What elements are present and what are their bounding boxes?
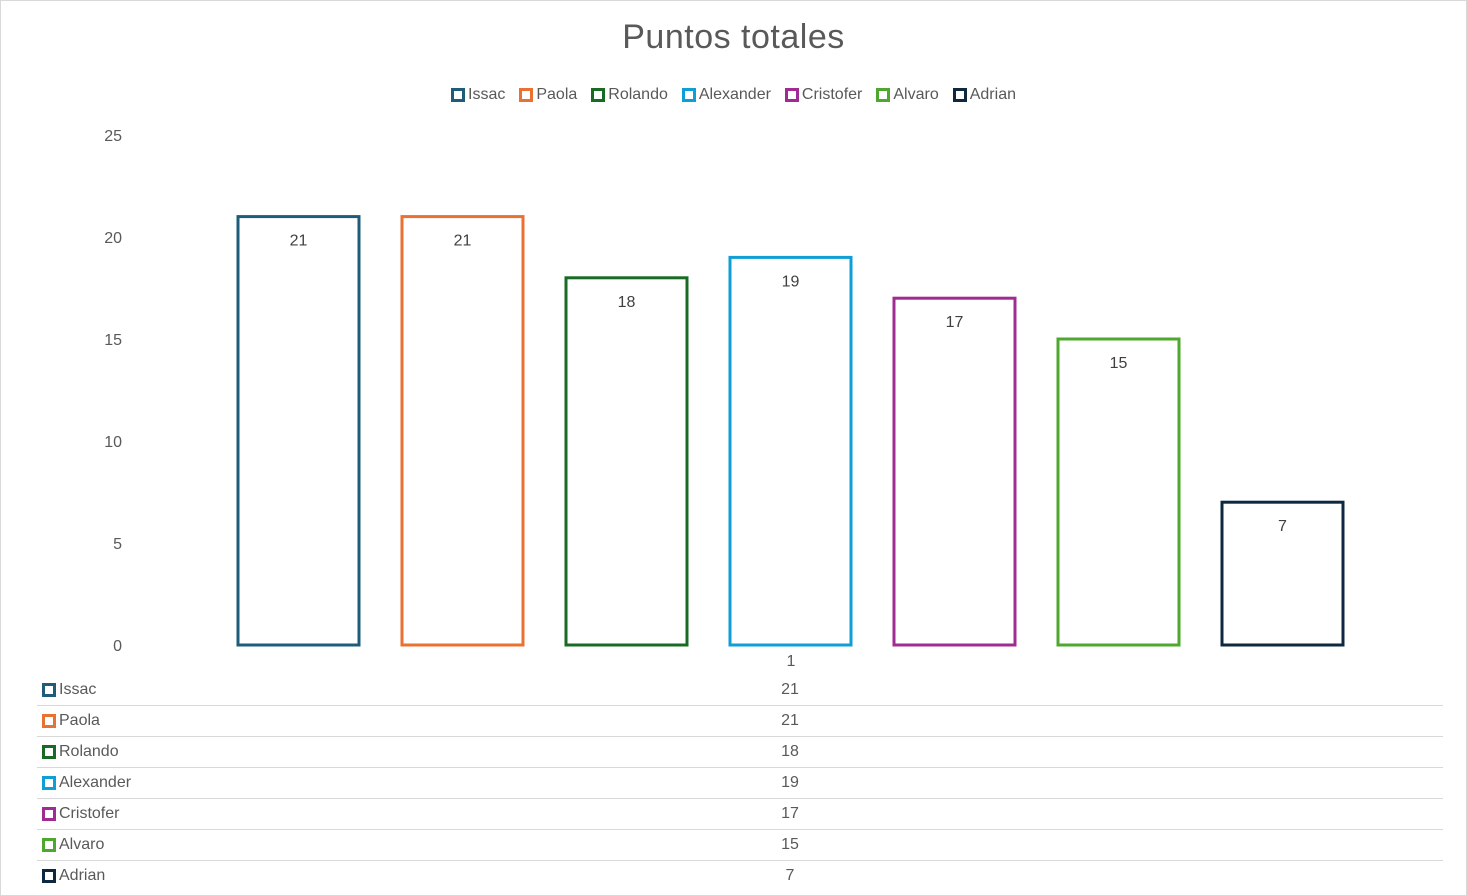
bar-cristofer: [892, 296, 1017, 647]
legend-item: Adrian: [952, 86, 1016, 104]
bar-alvaro: [1056, 337, 1181, 647]
table-legend-key: [42, 838, 56, 852]
legend-label: Rolando: [608, 86, 668, 103]
bar-issac: [236, 215, 361, 647]
table-legend-key: [42, 683, 56, 697]
table-series-name: Rolando: [42, 743, 119, 761]
bar-paola: [400, 215, 525, 647]
legend-label: Alvaro: [893, 86, 939, 103]
data-label: 7: [1278, 518, 1287, 535]
legend-item: Paola: [519, 86, 577, 104]
legend-swatch: [784, 88, 799, 102]
bar-adrian: [1220, 500, 1345, 647]
table-row: Issac 21: [37, 675, 1443, 706]
legend-label: Adrian: [969, 86, 1016, 103]
bar-rolando: [564, 276, 689, 647]
data-label: 21: [454, 233, 472, 250]
table-legend-key: [42, 807, 56, 821]
table-series-name: Cristofer: [42, 805, 119, 823]
table-legend-key: [42, 869, 56, 883]
data-label: 21: [290, 233, 308, 250]
table-series-name: Issac: [42, 681, 96, 699]
y-tick-label: 20: [104, 230, 122, 247]
plot-area: 0 5 10 15 20 25 21 21 18 19 17 15 7 1: [104, 128, 1345, 670]
y-tick-label: 15: [104, 332, 122, 349]
legend-label: Paola: [536, 86, 578, 103]
table-value: 18: [781, 743, 799, 760]
table-legend-key: [42, 776, 56, 790]
table-series-name: Paola: [42, 712, 100, 730]
y-tick-label: 25: [104, 128, 122, 145]
data-label: 18: [618, 294, 636, 311]
chart-legend: Issac Paola Rolando Alexander Cristofer Alvar…: [0, 86, 1467, 104]
legend-swatch: [451, 88, 465, 102]
legend-label: Issac: [468, 86, 506, 103]
table-legend-key: [42, 745, 56, 759]
legend-item: Cristofer: [784, 86, 863, 104]
legend-label: Cristofer: [801, 86, 863, 103]
table-series-label: Alexander: [59, 774, 132, 791]
table-row: Alexander 19: [37, 768, 1443, 799]
table-series-label: Adrian: [59, 867, 106, 884]
table-series-name: Adrian: [42, 867, 105, 885]
table-row: Rolando 18: [37, 737, 1443, 768]
table-series-label: Issac: [59, 681, 97, 698]
table-value: 19: [781, 774, 799, 791]
legend-swatch: [876, 88, 891, 102]
table-series-label: Cristofer: [59, 805, 120, 822]
bar-alexander: [728, 255, 853, 647]
legend-label: Alexander: [698, 86, 771, 103]
legend-item: Alvaro: [876, 86, 939, 104]
legend-swatch: [952, 88, 967, 102]
x-category-label: 1: [787, 653, 796, 670]
data-label: 19: [782, 273, 800, 290]
table-row: Adrian 7: [37, 861, 1443, 891]
table-series-name: Alvaro: [42, 836, 104, 854]
data-label: 15: [1110, 355, 1128, 372]
legend-item: Alexander: [681, 86, 771, 104]
table-value: 7: [785, 867, 795, 884]
table-legend-key: [42, 714, 56, 728]
table-series-name: Alexander: [42, 774, 131, 792]
table-value: 21: [781, 712, 799, 729]
y-tick-label: 0: [113, 638, 122, 655]
table-series-label: Paola: [59, 712, 100, 729]
data-label: 17: [946, 314, 964, 331]
table-series-label: Rolando: [59, 743, 119, 760]
y-tick-label: 10: [104, 434, 122, 451]
table-row: Cristofer 17: [37, 799, 1443, 830]
table-row: Alvaro 15: [37, 830, 1443, 861]
data-table: Issac 21 Paola 21 Rolando 18 Alexander 19 Cristo…: [37, 675, 1443, 891]
legend-swatch: [519, 88, 534, 102]
legend-item: Issac: [451, 86, 505, 104]
legend-item: Rolando: [591, 86, 668, 104]
table-value: 15: [781, 836, 799, 853]
legend-swatch: [681, 88, 696, 102]
y-tick-label: 5: [113, 536, 122, 553]
table-value: 21: [781, 681, 799, 698]
table-series-label: Alvaro: [59, 836, 105, 853]
legend-swatch: [591, 88, 606, 102]
chart-title: Puntos totales: [622, 18, 845, 56]
table-row: Paola 21: [37, 706, 1443, 737]
table-value: 17: [781, 805, 799, 822]
